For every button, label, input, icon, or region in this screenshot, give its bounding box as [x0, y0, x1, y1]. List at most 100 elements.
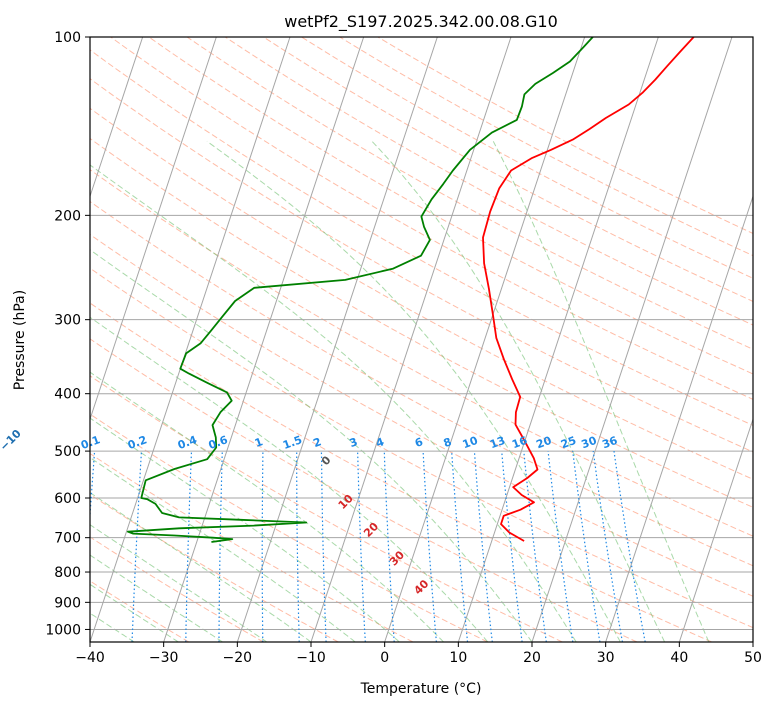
dry-adiabat-line [90, 580, 190, 642]
dry-adiabat-line [90, 78, 753, 453]
isotherm-line [605, 194, 753, 642]
y-axis-label: Pressure (hPa) [12, 290, 28, 390]
dry-adiabat-line [301, 37, 753, 279]
mixing-ratio-line [422, 451, 437, 642]
y-tick-label: 300 [54, 313, 81, 329]
mixing-ratio-line [592, 451, 623, 642]
y-tick-label: 100 [54, 30, 81, 46]
x-tick-label: 0 [380, 650, 389, 666]
isotherm-line [310, 37, 512, 642]
mixing-ratio-label: 1.5 [281, 433, 304, 452]
y-tick-label: 400 [54, 387, 81, 403]
mixing-ratio-line [523, 451, 547, 642]
mixing-ratio-line [296, 451, 300, 642]
dry-adiabat-line [90, 107, 753, 480]
dry-adiabat-line [263, 37, 753, 302]
isotherm-line [457, 37, 659, 642]
mixing-ratio-label: 10 [461, 434, 480, 452]
dry-adiabat-line [90, 452, 414, 642]
temperature-line [482, 37, 695, 542]
mixing-ratio-label: 2 [311, 435, 323, 450]
moist-adiabat-line [90, 456, 356, 642]
y-axis: 100 200 300 400 500 600 700 800 900 1000 [45, 30, 90, 638]
x-tick-label: −10 [296, 650, 326, 666]
dry-adiabat-line [90, 375, 563, 642]
isotherm-line [90, 37, 144, 198]
isotherm-line [236, 37, 438, 642]
dry-adiabat-line [90, 267, 753, 629]
moist-adiabat-label: 40 [411, 577, 431, 597]
x-tick-label: 10 [449, 650, 467, 666]
y-tick-label: 500 [54, 444, 81, 460]
dewpoint-line [127, 37, 594, 543]
mixing-ratio-label: 8 [442, 435, 454, 450]
mixing-ratio-label: 20 [534, 434, 553, 452]
moist-adiabat-line [90, 492, 312, 642]
mixing-ratio-line [547, 451, 574, 642]
dry-adiabat-line [90, 493, 339, 642]
mixing-ratio-line [261, 451, 264, 642]
dry-adiabat-line [90, 302, 712, 642]
chart-title: wetPf2_S197.2025.342.00.08.G10 [284, 12, 558, 32]
plot-frame [89, 36, 754, 643]
y-tick-label: 800 [54, 565, 81, 581]
mixing-ratio-label: 16 [510, 434, 529, 452]
y-tick-label: 600 [54, 491, 81, 507]
dry-adiabat-line [377, 37, 753, 235]
mixing-ratio-label: 0.6 [207, 433, 230, 452]
mixing-ratio-line [451, 451, 469, 642]
background-lines [90, 37, 753, 642]
moist-adiabat-line [90, 583, 179, 642]
mixing-ratio-label: 13 [488, 434, 507, 451]
isotherm-line [678, 417, 753, 642]
moist-adiabat-line [206, 140, 621, 642]
y-tick-label: 900 [54, 595, 81, 611]
x-tick-label: −40 [75, 650, 105, 666]
dry-adiabat-line [110, 37, 753, 400]
mixing-ratio-line [320, 451, 327, 642]
isotherm-line [384, 37, 586, 642]
isotherm-line [90, 37, 217, 421]
mixing-ratio-line [131, 451, 143, 642]
mixing-ratio-label: 30 [580, 434, 599, 452]
dry-adiabat-line [186, 37, 753, 350]
x-tick-label: −20 [223, 650, 253, 666]
mixing-ratio-label: 0.4 [176, 433, 199, 452]
mixing-ratio-label: 0.2 [126, 433, 149, 452]
x-tick-label: 40 [670, 650, 688, 666]
x-axis-label: Temperature (°C) [360, 681, 482, 697]
x-tick-label: −30 [149, 650, 179, 666]
moist-adiabat-label: 30 [387, 548, 407, 568]
mixing-ratio-line [383, 451, 395, 642]
y-tick-label: 200 [54, 208, 81, 224]
line-labels: −100−90−80−70−60−50−40−30−20−10010203040… [0, 427, 620, 598]
x-axis: −40 −30 −20 −10 0 10 20 30 40 50 [75, 642, 762, 666]
mixing-ratio-label: 6 [413, 435, 425, 450]
moist-adiabat-label: 20 [361, 520, 381, 540]
mixing-ratio-line [501, 451, 523, 642]
mixing-ratio-label: 25 [559, 434, 578, 451]
mixing-ratio-line [90, 451, 96, 524]
mixing-ratio-label: 1 [253, 435, 265, 450]
dry-adiabat-line [148, 37, 753, 375]
x-tick-label: 20 [523, 650, 541, 666]
isotherm-line [752, 640, 753, 642]
mixing-ratio-label: 36 [600, 434, 619, 452]
y-tick-label: 1000 [45, 622, 81, 638]
isotherm-line [163, 37, 365, 642]
dry-adiabat-line [224, 37, 753, 326]
x-tick-label: 50 [744, 650, 762, 666]
mixing-ratio-line [185, 451, 193, 642]
dry-adiabat-line [90, 536, 264, 642]
moist-adiabat-line [90, 164, 577, 642]
dry-adiabat-line [90, 49, 753, 426]
mixing-ratio-line [572, 451, 601, 642]
mixing-ratio-label: 3 [348, 435, 360, 450]
isotherm-line [90, 37, 291, 642]
mixing-ratio-label: 4 [374, 435, 386, 450]
mixing-ratio-line [218, 451, 223, 642]
isotherm-line [531, 37, 733, 642]
y-tick-label: 700 [54, 531, 81, 547]
series-group [127, 37, 695, 543]
